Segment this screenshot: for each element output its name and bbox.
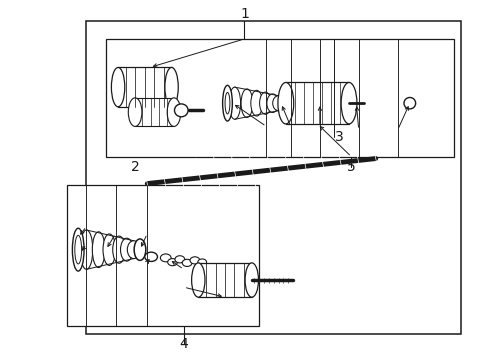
Ellipse shape [72,228,84,271]
Text: 1: 1 [240,7,248,21]
Ellipse shape [250,90,262,116]
Bar [118,67,171,107]
Ellipse shape [80,230,93,269]
Ellipse shape [190,257,200,264]
Ellipse shape [272,96,284,111]
Ellipse shape [244,263,258,297]
Ellipse shape [182,259,192,266]
Ellipse shape [341,82,356,124]
Ellipse shape [167,258,177,266]
Bar [198,263,251,297]
Ellipse shape [103,234,116,265]
Ellipse shape [191,263,204,297]
Ellipse shape [266,94,278,112]
Text: 2: 2 [130,161,139,175]
Text: 3: 3 [334,130,343,144]
Ellipse shape [198,259,206,265]
Ellipse shape [167,98,181,126]
Text: 5: 5 [346,161,355,175]
Ellipse shape [224,93,229,114]
Bar [285,82,348,124]
Bar [67,185,259,327]
Ellipse shape [128,98,142,126]
Ellipse shape [259,92,271,114]
Ellipse shape [403,98,415,109]
Ellipse shape [111,67,124,107]
Ellipse shape [134,239,145,260]
Bar [106,39,453,157]
Bar [86,21,460,334]
Ellipse shape [164,67,178,107]
Ellipse shape [228,87,240,119]
Ellipse shape [241,89,252,117]
Ellipse shape [127,241,140,258]
Ellipse shape [160,254,171,262]
Text: 4: 4 [179,337,188,351]
Ellipse shape [175,256,184,263]
Ellipse shape [120,238,133,261]
Ellipse shape [113,236,125,263]
Ellipse shape [92,232,105,267]
Ellipse shape [174,104,188,117]
Ellipse shape [144,252,157,261]
Ellipse shape [75,235,81,264]
Bar [135,98,174,126]
Ellipse shape [277,82,293,124]
Ellipse shape [222,85,232,121]
